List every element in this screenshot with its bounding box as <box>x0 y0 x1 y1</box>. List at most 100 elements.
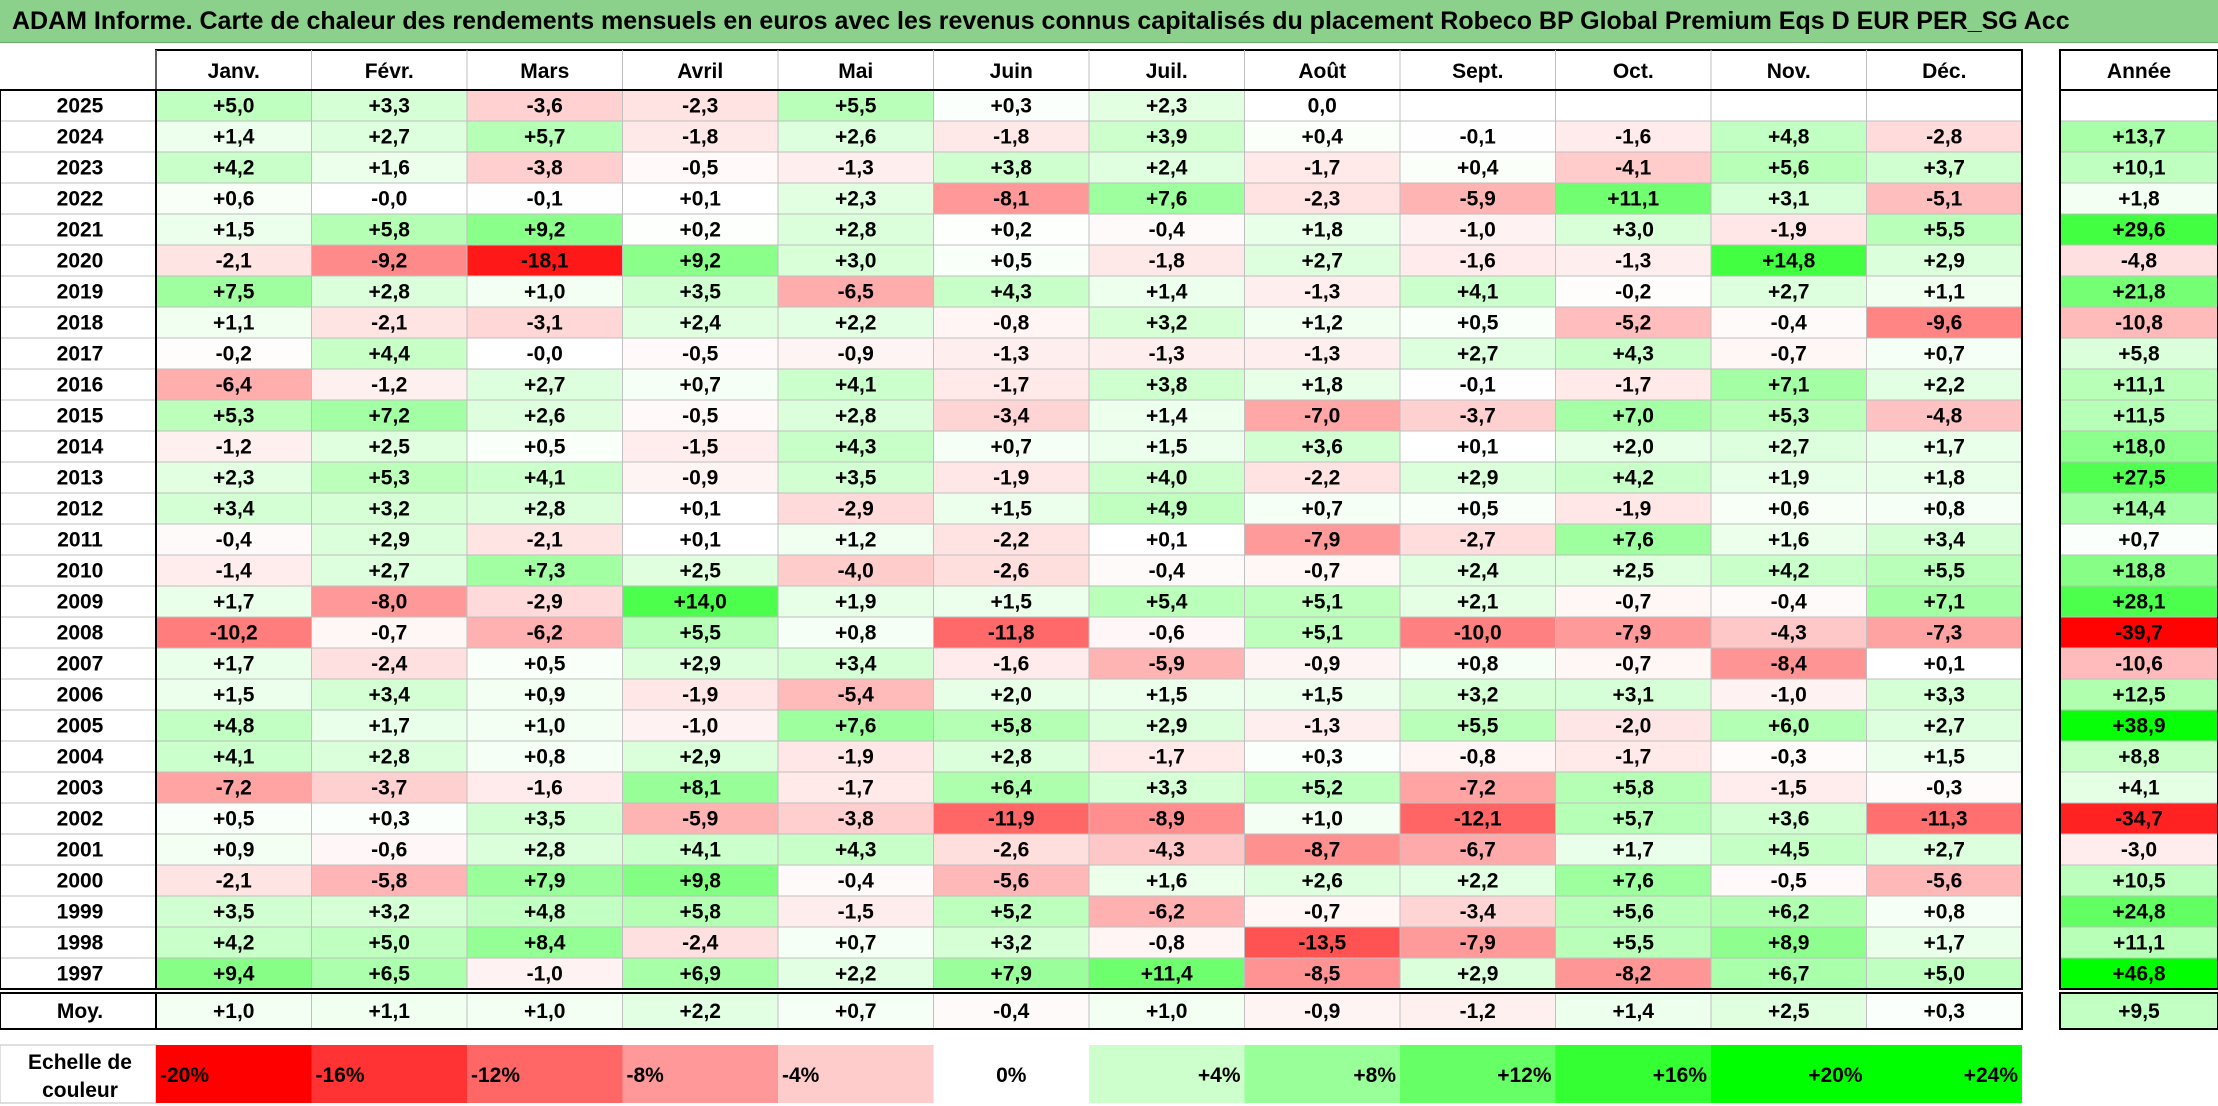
year-row: 2007 +1,7 -2,4 +0,5 +2,9 +3,4 -1,6 -5,9 -0,9 +0,8… <box>0 647 2218 680</box>
month-value: +5,0 <box>213 95 254 118</box>
year-label: 2015 <box>57 405 104 428</box>
month-value: +3,4 <box>835 653 877 676</box>
month-value-cell <box>1244 802 1401 835</box>
annual-value: +27,5 <box>2112 467 2165 490</box>
month-value-cell <box>1399 182 1556 215</box>
month-value: -6,4 <box>216 374 253 397</box>
month-value-cell <box>311 244 468 277</box>
month-value: -2,8 <box>1926 126 1963 149</box>
month-value-cell <box>466 833 623 866</box>
month-value: -18,1 <box>521 250 569 273</box>
month-value: +3,2 <box>1146 312 1187 335</box>
month-value: +3,4 <box>369 684 411 707</box>
month-value-cell <box>1244 213 1401 246</box>
month-value: +4,8 <box>524 901 566 924</box>
year-cell <box>0 120 157 153</box>
scale-label: +4% <box>1198 1064 1241 1087</box>
year-row: 2002 +0,5 +0,3 +3,5 -5,9 -3,8 -11,9 -8,9 +1,0 -12… <box>0 802 2218 835</box>
month-value-cell <box>1088 151 1245 184</box>
month-value: +4,3 <box>1613 343 1654 366</box>
year-row: 2004 +4,1 +2,8 +0,8 +2,9 -1,9 +2,8 -1,7 +0,3 -0,8… <box>0 740 2218 773</box>
year-cell <box>0 461 157 494</box>
month-value: +5,2 <box>1302 777 1343 800</box>
month-value: -3,4 <box>993 405 1030 428</box>
month-value: -0,5 <box>1771 870 1808 893</box>
scale-label: +16% <box>1653 1064 1708 1087</box>
year-label: 1998 <box>57 932 104 955</box>
average-value-cell <box>1710 992 1867 1030</box>
month-value: -2,4 <box>682 932 719 955</box>
month-value-cell <box>1710 120 1867 153</box>
month-value: -1,9 <box>838 746 874 769</box>
average-label: Moy. <box>57 1000 103 1023</box>
annual-value-cell <box>2059 306 2218 339</box>
month-value: +0,7 <box>835 932 876 955</box>
month-value: -0,6 <box>371 839 407 862</box>
year-label: 2009 <box>57 591 104 614</box>
month-value: +3,2 <box>369 901 410 924</box>
month-value: +2,7 <box>369 126 410 149</box>
month-value: +4,5 <box>1768 839 1810 862</box>
month-value-cell <box>1866 957 2023 990</box>
month-value: +0,7 <box>1924 343 1965 366</box>
month-value: +5,3 <box>369 467 410 490</box>
scale-label: +12% <box>1497 1064 1552 1087</box>
month-value: -1,6 <box>1460 250 1496 273</box>
month-value-cell <box>933 120 1090 153</box>
month-value-cell <box>777 492 934 525</box>
month-value: +7,6 <box>1146 188 1187 211</box>
month-value: -1,7 <box>1615 746 1651 769</box>
month-value-cell <box>777 709 934 742</box>
month-value: +7,9 <box>991 963 1032 986</box>
annual-value: +14,4 <box>2112 498 2165 521</box>
month-value: -11,9 <box>988 808 1035 831</box>
month-value: -9,2 <box>371 250 407 273</box>
month-value-cell <box>466 306 623 339</box>
month-header: Août <box>1298 60 1346 83</box>
month-value-cell <box>933 151 1090 184</box>
year-cell <box>0 213 157 246</box>
month-value-cell <box>1244 864 1401 897</box>
month-value-cell <box>311 337 468 370</box>
month-value-cell <box>933 461 1090 494</box>
month-value: +0,1 <box>1924 653 1966 676</box>
month-value-cell <box>155 957 312 990</box>
month-value: +1,1 <box>1924 281 1966 304</box>
month-value-cell <box>1399 740 1556 773</box>
month-value-cell <box>933 554 1090 587</box>
month-value: +0,5 <box>991 250 1033 273</box>
month-value: -2,0 <box>1615 715 1651 738</box>
year-row: 2008 -10,2 -0,7 -6,2 +5,5 +0,8 -11,8 -0,6 +5,1 -1… <box>0 616 2218 649</box>
annual-value: +28,1 <box>2112 591 2165 614</box>
year-cell <box>0 740 157 773</box>
month-header: Juil. <box>1146 60 1188 83</box>
month-value: +4,1 <box>835 374 877 397</box>
month-value: -0,5 <box>682 157 719 180</box>
year-row: 1999 +3,5 +3,2 +4,8 +5,8 -1,5 +5,2 -6,2 -0,7 -3,4… <box>0 895 2218 928</box>
month-value-cell <box>777 461 934 494</box>
month-value: +2,2 <box>835 312 876 335</box>
month-value: +7,0 <box>1613 405 1654 428</box>
month-value: +3,7 <box>1924 157 1965 180</box>
month-value-cell <box>1399 120 1556 153</box>
month-value: -2,6 <box>993 839 1029 862</box>
month-value: -2,2 <box>993 529 1029 552</box>
year-label: 2013 <box>57 467 104 490</box>
color-scale-legend: Echelle de couleur -20% -16% -12% -8% -4% 0% +4%… <box>0 1044 2022 1104</box>
month-value: -0,8 <box>1460 746 1497 769</box>
month-value: +2,9 <box>1146 715 1187 738</box>
month-value-cell <box>1710 616 1867 649</box>
month-value: +4,2 <box>213 932 254 955</box>
month-value-cell <box>466 647 623 680</box>
month-value: +0,6 <box>213 188 254 211</box>
month-value-cell <box>622 461 779 494</box>
month-value-cell <box>1710 492 1867 525</box>
year-row: 2022 +0,6 -0,0 -0,1 +0,1 +2,3 -8,1 +7,6 -2,3 -5,9… <box>0 182 2218 215</box>
month-header: Mai <box>838 60 873 83</box>
annual-value: +46,8 <box>2112 963 2165 986</box>
month-value-cell <box>155 678 312 711</box>
scale-swatch <box>778 1045 934 1103</box>
month-value-cell <box>311 926 468 959</box>
month-value: +1,7 <box>1924 932 1965 955</box>
month-value: +5,0 <box>369 932 410 955</box>
